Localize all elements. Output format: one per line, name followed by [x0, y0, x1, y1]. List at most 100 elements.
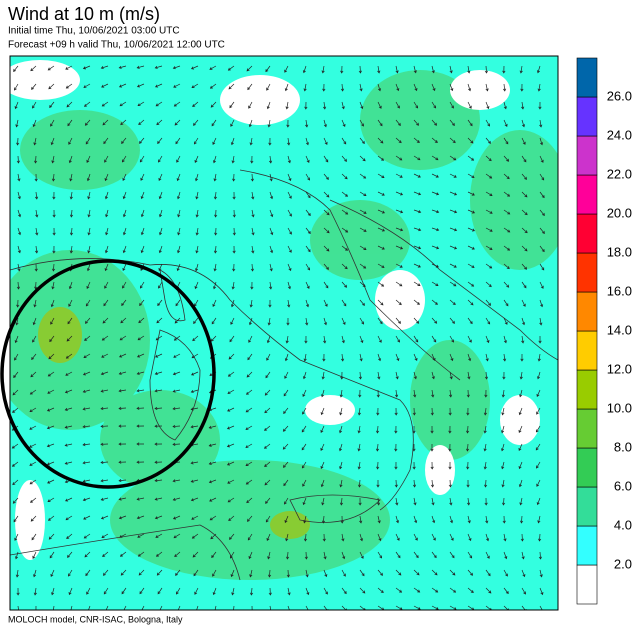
wind-arrow [69, 227, 74, 236]
wind-arrow [122, 281, 127, 289]
wind-arrow [159, 227, 163, 236]
wind-arrow [484, 65, 488, 74]
wind-arrow [193, 569, 199, 577]
wind-arrow [84, 551, 91, 558]
wind-arrow [248, 119, 253, 128]
wind-arrow [485, 101, 490, 110]
wind-arrow [339, 407, 343, 416]
wind-arrow [467, 533, 472, 542]
wind-arrow [155, 533, 163, 538]
wind-arrow [285, 533, 289, 542]
wind-arrow [247, 83, 253, 91]
wind-arrow [230, 299, 235, 308]
wind-arrow [34, 155, 38, 164]
wind-arrow [431, 389, 435, 398]
map [10, 56, 558, 610]
wind-arrow [154, 389, 163, 393]
wind-arrow [140, 281, 145, 289]
wind-arrow [287, 191, 292, 199]
wind-arrow [303, 515, 307, 524]
wind-arrow [521, 191, 528, 198]
wind-arrow [320, 407, 325, 416]
wind-arrow [282, 443, 289, 450]
wind-arrow [521, 281, 527, 289]
wind-arrow [86, 587, 91, 595]
wind-arrow [227, 65, 235, 71]
wind-arrow [413, 173, 421, 178]
wind-arrow [118, 424, 127, 428]
wind-arrow [66, 101, 73, 108]
wind-arrow [154, 442, 163, 446]
wind-arrow [413, 65, 417, 74]
wind-arrow [139, 137, 145, 144]
wind-arrow [248, 101, 253, 109]
wind-arrow [449, 587, 457, 593]
wind-arrow [65, 65, 73, 70]
wind-arrow [118, 497, 127, 501]
wind-arrow [537, 371, 541, 380]
wind-arrow [503, 209, 511, 215]
wind-arrow [82, 389, 91, 393]
wind-arrow [467, 155, 475, 161]
wind-arrow [15, 551, 19, 560]
wind-arrow [359, 281, 366, 288]
wind-arrow [485, 569, 491, 577]
wind-arrow [173, 83, 181, 88]
wind-arrow [305, 191, 311, 199]
wind-arrow [539, 227, 545, 234]
wind-arrow [172, 407, 181, 411]
wind-arrow [31, 353, 37, 360]
wind-arrow [193, 119, 199, 126]
wind-arrow [190, 371, 199, 376]
wind-arrow [286, 119, 290, 128]
wind-arrow [104, 173, 109, 182]
wind-arrow [118, 442, 127, 446]
wind-arrow [284, 371, 289, 379]
wind-arrow [86, 173, 91, 182]
wind-arrow [395, 83, 400, 92]
wind-arrow [466, 425, 470, 434]
colorbar-label: 22.0 [607, 166, 632, 181]
wind-arrow [249, 569, 253, 578]
wind-arrow [66, 533, 73, 540]
highlight-circle [0, 259, 216, 489]
wind-arrow [521, 101, 525, 110]
wind-arrow [17, 191, 21, 200]
wind-arrow [251, 245, 255, 254]
wind-arrow [52, 227, 56, 236]
wind-arrow [305, 281, 310, 289]
wind-arrow [138, 569, 145, 576]
wind-arrow [413, 551, 419, 559]
wind-arrow [395, 281, 403, 287]
wind-arrow [86, 263, 91, 272]
wind-arrow [66, 335, 73, 342]
wind-arrow [395, 155, 403, 161]
wind-arrow [305, 227, 311, 235]
wind-arrow [136, 515, 145, 520]
wind-arrow [154, 479, 163, 483]
wind-arrow [82, 407, 91, 411]
wind-arrow [503, 569, 508, 577]
wind-arrow [248, 335, 253, 343]
wind-arrow [136, 497, 145, 501]
wind-arrow [339, 461, 343, 470]
wind-arrow [49, 335, 55, 343]
wind-arrow [269, 263, 273, 272]
wind-arrow [172, 442, 181, 446]
wind-arrow [503, 281, 510, 288]
wind-arrow [321, 497, 325, 506]
wind-arrow [232, 209, 236, 218]
wind-arrow [341, 587, 347, 595]
wind-arrow [157, 299, 163, 307]
wind-arrow [250, 281, 254, 290]
wind-arrow [35, 227, 39, 236]
wind-arrow [12, 407, 19, 413]
wind-arrow [431, 335, 437, 343]
wind-arrow [100, 497, 109, 501]
wind-arrow [101, 335, 109, 341]
wind-arrow [157, 137, 163, 144]
wind-arrow [284, 497, 289, 505]
wind-arrow [212, 587, 217, 596]
wind-arrow [413, 497, 417, 506]
wind-arrow [269, 227, 274, 236]
